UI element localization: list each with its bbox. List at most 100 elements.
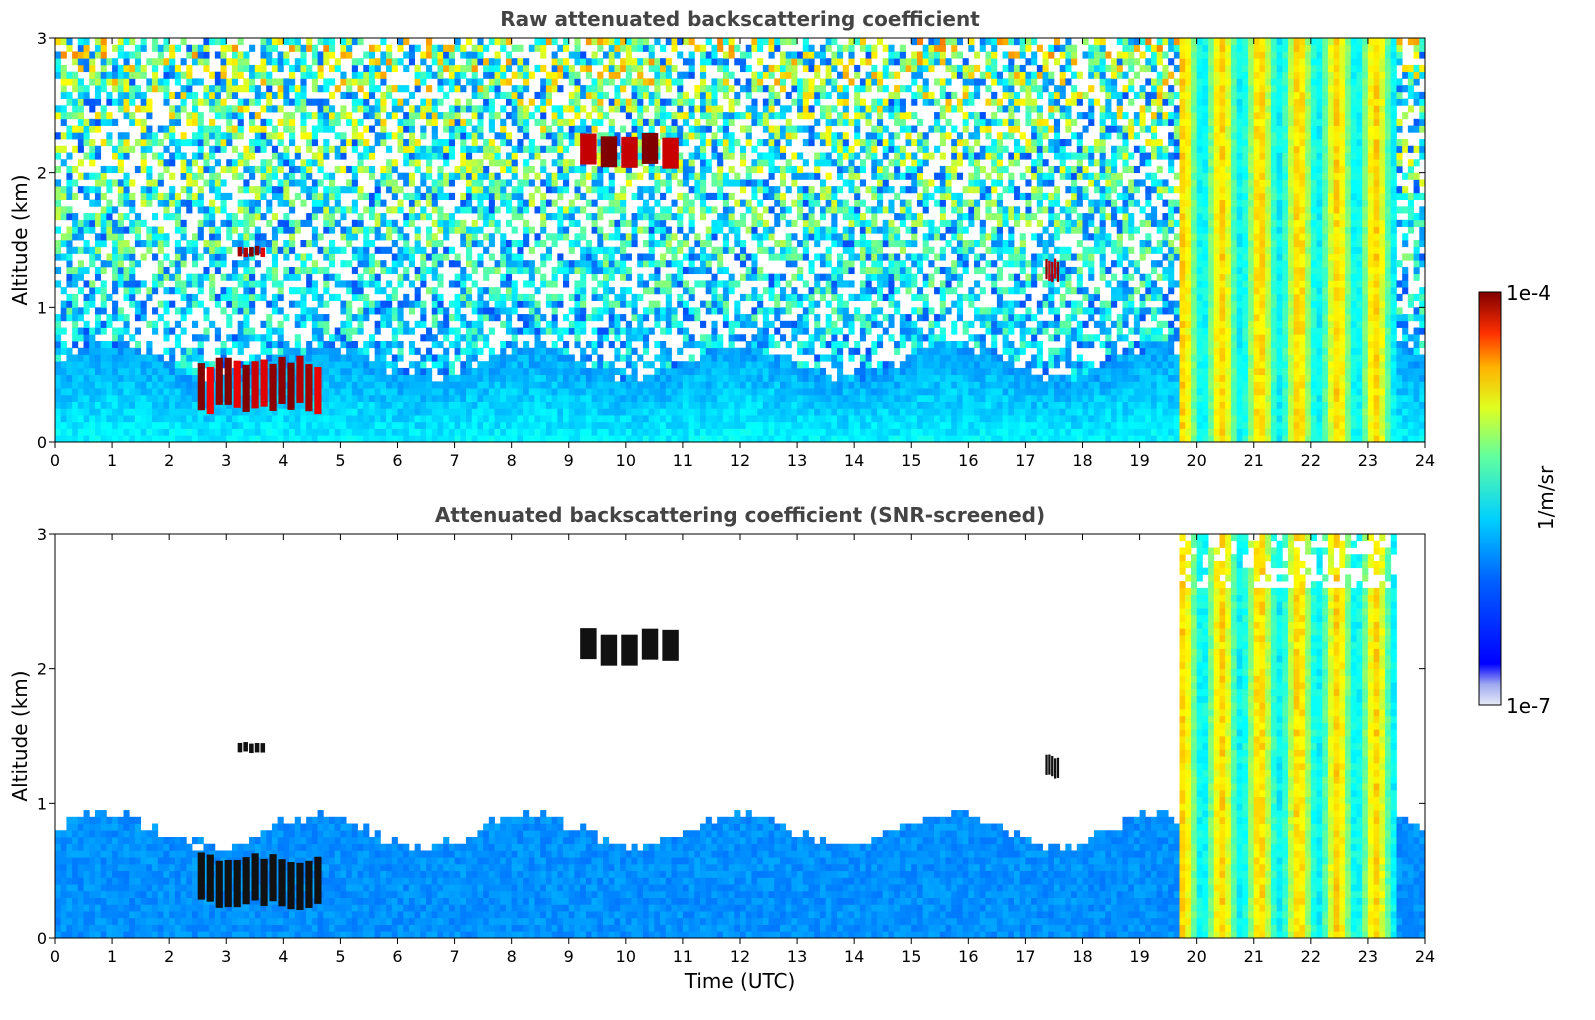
heatmap-cell [631,327,638,335]
heatmap-cell [89,421,96,429]
heatmap-cell [174,320,181,328]
heatmap-cell [163,394,170,402]
heatmap-cell [500,71,507,79]
heatmap-cell [254,226,261,234]
heatmap-cell [271,428,279,436]
heatmap-cell [682,361,690,369]
heatmap-cell [169,401,176,409]
heatmap-cell [551,112,558,120]
heatmap-cell [289,78,296,86]
heatmap-cell [117,435,124,443]
heatmap-cell [186,273,193,281]
heatmap-cell [169,125,176,133]
heatmap-cell [192,179,199,187]
heatmap-cell [134,401,142,409]
heatmap-cell [660,44,667,52]
heatmap-cell [437,354,444,362]
heatmap-cell [631,91,638,99]
heatmap-cell [557,361,564,369]
heatmap-cell [717,64,724,73]
heatmap-cell [426,98,433,106]
heatmap-cell [700,300,707,308]
heatmap-cell [214,206,221,214]
heatmap-cell [180,293,187,301]
heatmap-cell [140,300,147,308]
heatmap-cell [414,240,421,248]
heatmap-cell [534,381,541,389]
heatmap-cell [591,401,598,409]
heatmap-cell [677,78,684,86]
heatmap-cell [568,354,575,362]
heatmap-cell [271,233,279,241]
heatmap-cell [431,199,438,207]
heatmap-cell [77,401,84,409]
heatmap-cell [277,341,284,349]
heatmap-cell [574,51,581,59]
heatmap-cell [477,145,484,153]
heatmap-cell [226,58,233,66]
heatmap-cell [705,435,712,443]
heatmap-cell [140,408,147,416]
heatmap-cell [249,172,256,180]
heatmap-cell [466,179,473,187]
heatmap-cell [671,98,678,106]
heatmap-cell [494,192,501,200]
heatmap-cell [317,71,324,79]
heatmap-cell [163,381,170,389]
heatmap-cell [426,38,433,46]
heatmap-cell [157,240,164,248]
heatmap-cell [454,125,461,133]
heatmap-cell [688,105,695,113]
heatmap-cell [591,394,598,402]
heatmap-cell [157,314,164,322]
heatmap-cell [545,421,553,429]
heatmap-cell [152,401,159,409]
heatmap-cell [471,145,478,153]
heatmap-cell [414,226,421,234]
heatmap-cell [528,361,535,369]
heatmap-cell [585,381,592,389]
heatmap-cell [380,246,387,254]
heatmap-cell [505,280,513,288]
heatmap-cell [169,159,176,167]
heatmap-cell [717,415,724,423]
heatmap-cell [169,381,176,389]
heatmap-cell [608,192,615,200]
heatmap-cell [477,226,484,234]
heatmap-cell [152,186,159,194]
heatmap-cell [266,118,273,126]
heatmap-cell [540,159,547,167]
heatmap-cell [374,388,381,396]
heatmap-cell [106,314,113,322]
heatmap-cell [722,233,729,241]
heatmap-cell [146,246,153,254]
heatmap-cell [117,186,124,194]
heatmap-cell [608,307,615,315]
heatmap-cell [654,118,661,126]
heatmap-cell [648,260,655,268]
heatmap-cell [300,240,307,248]
heatmap-cell [437,280,444,288]
heatmap-cell [637,394,644,402]
heatmap-cell [568,91,575,99]
heatmap-cell [55,327,62,335]
heatmap-cell [226,112,233,120]
heatmap-cell [192,192,199,200]
heatmap-cell [477,165,484,174]
heatmap-cell [397,401,404,409]
heatmap-cell [329,388,336,396]
heatmap-cell [722,300,729,308]
heatmap-cell [625,320,632,328]
heatmap-cell [94,253,102,261]
heatmap-cell [471,192,478,200]
heatmap-cell [277,199,284,207]
heatmap-cell [431,293,438,301]
heatmap-cell [77,381,84,389]
heatmap-cell [100,421,107,429]
heatmap-cell [700,91,707,99]
heatmap-cell [66,152,73,160]
heatmap-cell [134,381,142,389]
heatmap-cell [711,388,718,396]
heatmap-cell [306,192,313,200]
heatmap-cell [597,78,604,86]
